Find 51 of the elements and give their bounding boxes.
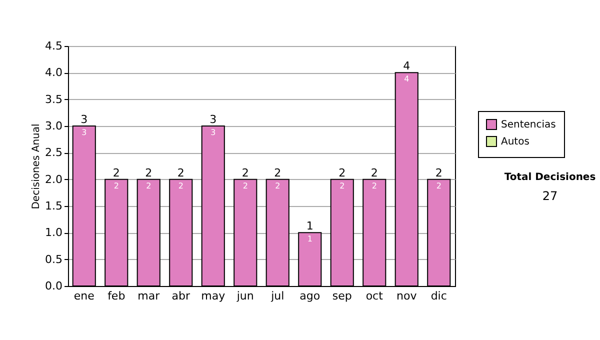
legend-label: Autos <box>501 136 530 148</box>
y-tick-label: 0.0 <box>45 280 62 292</box>
total-label: 2 <box>274 166 282 180</box>
y-tick-label: 3.5 <box>45 92 62 106</box>
data-label: 2 <box>114 181 119 190</box>
y-tick-label: 4.0 <box>45 66 62 80</box>
x-tick-label: mar <box>138 290 160 302</box>
data-label: 2 <box>275 181 280 190</box>
x-tick-label: oct <box>366 290 384 302</box>
total-label: 4 <box>403 60 410 73</box>
data-label: 3 <box>82 128 87 137</box>
x-tick-label: ene <box>74 290 95 302</box>
y-tick-label: 1.0 <box>45 226 62 240</box>
y-tick-label: 2.0 <box>45 172 62 186</box>
y-tick-label: 4.5 <box>45 40 62 52</box>
y-tick-label: 0.5 <box>45 252 62 266</box>
data-label: 2 <box>436 181 442 190</box>
total-label: 2 <box>177 166 184 180</box>
total-label: 2 <box>435 166 442 180</box>
total-label: 2 <box>242 166 249 180</box>
total-label: 2 <box>112 166 120 180</box>
data-label: 2 <box>146 181 152 190</box>
x-tick-label: feb <box>108 290 126 302</box>
y-tick-label: 1.5 <box>45 200 62 212</box>
data-label: 3 <box>210 128 216 137</box>
total-label: 2 <box>370 166 378 180</box>
y-tick-label: 3.0 <box>45 120 62 132</box>
data-label: 2 <box>242 181 248 190</box>
x-tick-label: may <box>201 290 226 302</box>
y-tick-label: 2.5 <box>45 146 62 160</box>
x-tick-label: jul <box>270 290 284 302</box>
total-label: 2 <box>338 166 346 180</box>
x-tick-label: abr <box>172 290 190 302</box>
total-label: 2 <box>145 166 152 180</box>
total-label: 3 <box>210 113 217 126</box>
text: Total Decisiones <box>503 172 597 183</box>
y-axis-title: Decisiones Anual <box>31 124 42 210</box>
data-label: 1 <box>307 234 312 244</box>
data-label: 2 <box>340 181 345 190</box>
total-label: 3 <box>80 113 88 126</box>
x-tick-label: dic <box>430 290 447 302</box>
total-label: 1 <box>306 220 314 233</box>
data-label: 2 <box>178 181 184 190</box>
x-tick-label: sep <box>332 290 352 302</box>
legend-label: Sentencias <box>501 120 556 130</box>
x-tick-label: jun <box>236 290 254 302</box>
x-tick-label: ago <box>300 290 320 302</box>
x-tick-label: nov <box>396 290 418 302</box>
data-label: 2 <box>372 181 377 190</box>
text: 27 <box>541 189 559 203</box>
data-label: 4 <box>404 74 410 84</box>
